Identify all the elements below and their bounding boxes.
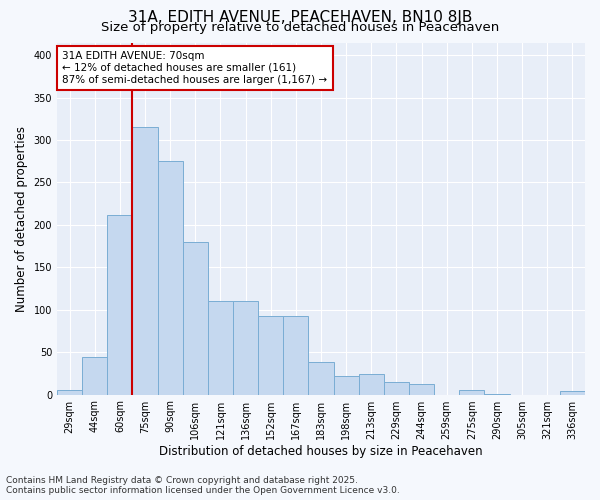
Bar bbox=[459, 390, 484, 394]
Text: Size of property relative to detached houses in Peacehaven: Size of property relative to detached ho… bbox=[101, 21, 499, 34]
Bar bbox=[359, 374, 384, 394]
Bar bbox=[308, 362, 334, 394]
Bar bbox=[158, 162, 183, 394]
Bar bbox=[107, 214, 133, 394]
Y-axis label: Number of detached properties: Number of detached properties bbox=[15, 126, 28, 312]
Text: 31A EDITH AVENUE: 70sqm
← 12% of detached houses are smaller (161)
87% of semi-d: 31A EDITH AVENUE: 70sqm ← 12% of detache… bbox=[62, 52, 328, 84]
Bar bbox=[258, 316, 283, 394]
Bar bbox=[409, 384, 434, 394]
Bar bbox=[334, 376, 359, 394]
Bar bbox=[283, 316, 308, 394]
Bar bbox=[384, 382, 409, 394]
Bar bbox=[183, 242, 208, 394]
Bar bbox=[57, 390, 82, 394]
Bar bbox=[208, 302, 233, 394]
Bar bbox=[82, 358, 107, 395]
Text: 31A, EDITH AVENUE, PEACEHAVEN, BN10 8JB: 31A, EDITH AVENUE, PEACEHAVEN, BN10 8JB bbox=[128, 10, 472, 25]
X-axis label: Distribution of detached houses by size in Peacehaven: Distribution of detached houses by size … bbox=[159, 444, 483, 458]
Text: Contains HM Land Registry data © Crown copyright and database right 2025.
Contai: Contains HM Land Registry data © Crown c… bbox=[6, 476, 400, 495]
Bar bbox=[133, 128, 158, 394]
Bar bbox=[560, 391, 585, 394]
Bar bbox=[233, 302, 258, 394]
